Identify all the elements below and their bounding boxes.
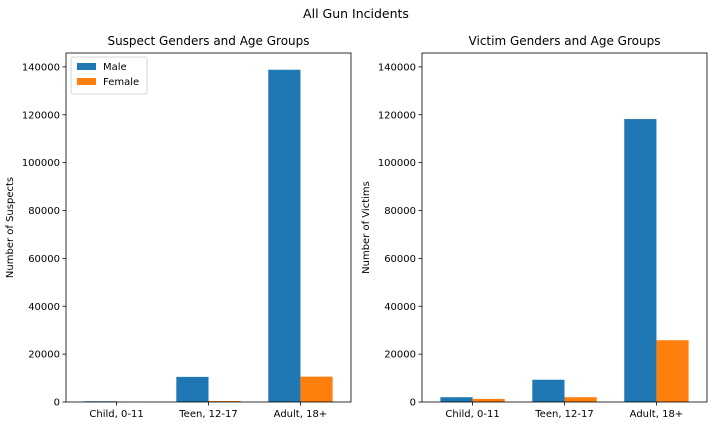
bar-male-adult-18	[624, 119, 656, 402]
legend-label-male: Male	[103, 62, 127, 73]
y-tick-label: 140000	[378, 62, 416, 73]
y-tick-label: 100000	[378, 158, 416, 169]
y-tick-label: 80000	[384, 206, 416, 217]
x-tick-label: Child, 0-11	[89, 409, 143, 420]
victims-chart: 0 20000 40000 60000 80000 100000 120000 140000 C…	[361, 34, 707, 420]
y-tick-label: 40000	[28, 302, 60, 313]
x-tick-label: Adult, 18+	[274, 409, 328, 420]
y-tick-label: 140000	[22, 62, 60, 73]
y-tick-label: 120000	[22, 110, 60, 121]
y-tick-label: 120000	[378, 110, 416, 121]
axes-frame	[66, 53, 351, 402]
bar-male-adult-18	[268, 70, 300, 402]
bar-female-teen-12-17	[565, 397, 597, 402]
bar-male-teen-12-17	[532, 380, 564, 402]
bar-male-teen-12-17	[176, 377, 208, 402]
y-axis-label: Number of Victims	[361, 181, 372, 274]
y-tick-label: 80000	[28, 206, 60, 217]
y-tick-label: 60000	[384, 254, 416, 265]
y-tick-label: 20000	[384, 350, 416, 361]
chart-title: Suspect Genders and Age Groups	[107, 34, 309, 48]
y-tick-label: 0	[54, 398, 60, 409]
legend-swatch-male	[77, 63, 96, 70]
bar-female-adult-18	[656, 340, 688, 402]
bar-female-child-0-11	[473, 399, 505, 402]
legend-swatch-female	[77, 78, 96, 85]
y-tick-label: 100000	[22, 158, 60, 169]
figure-suptitle: All Gun Incidents	[303, 6, 409, 21]
bar-male-child-0-11	[440, 397, 472, 402]
y-tick-label: 20000	[28, 350, 60, 361]
x-tick-label: Adult, 18+	[630, 409, 684, 420]
y-tick-label: 0	[410, 398, 416, 409]
y-axis-label: Number of Suspects	[5, 177, 16, 278]
legend: Male Female	[71, 57, 147, 94]
legend-label-female: Female	[103, 77, 139, 88]
x-tick-label: Child, 0-11	[445, 409, 499, 420]
y-tick-label: 60000	[28, 254, 60, 265]
x-tick-label: Teen, 12-17	[534, 409, 593, 420]
chart-title: Victim Genders and Age Groups	[469, 34, 661, 48]
bar-female-adult-18	[300, 377, 332, 402]
x-tick-label: Teen, 12-17	[178, 409, 237, 420]
y-tick-label: 40000	[384, 302, 416, 313]
suspects-chart: 0 20000 40000 60000 80000 100000 120000 140000 C…	[5, 34, 351, 420]
